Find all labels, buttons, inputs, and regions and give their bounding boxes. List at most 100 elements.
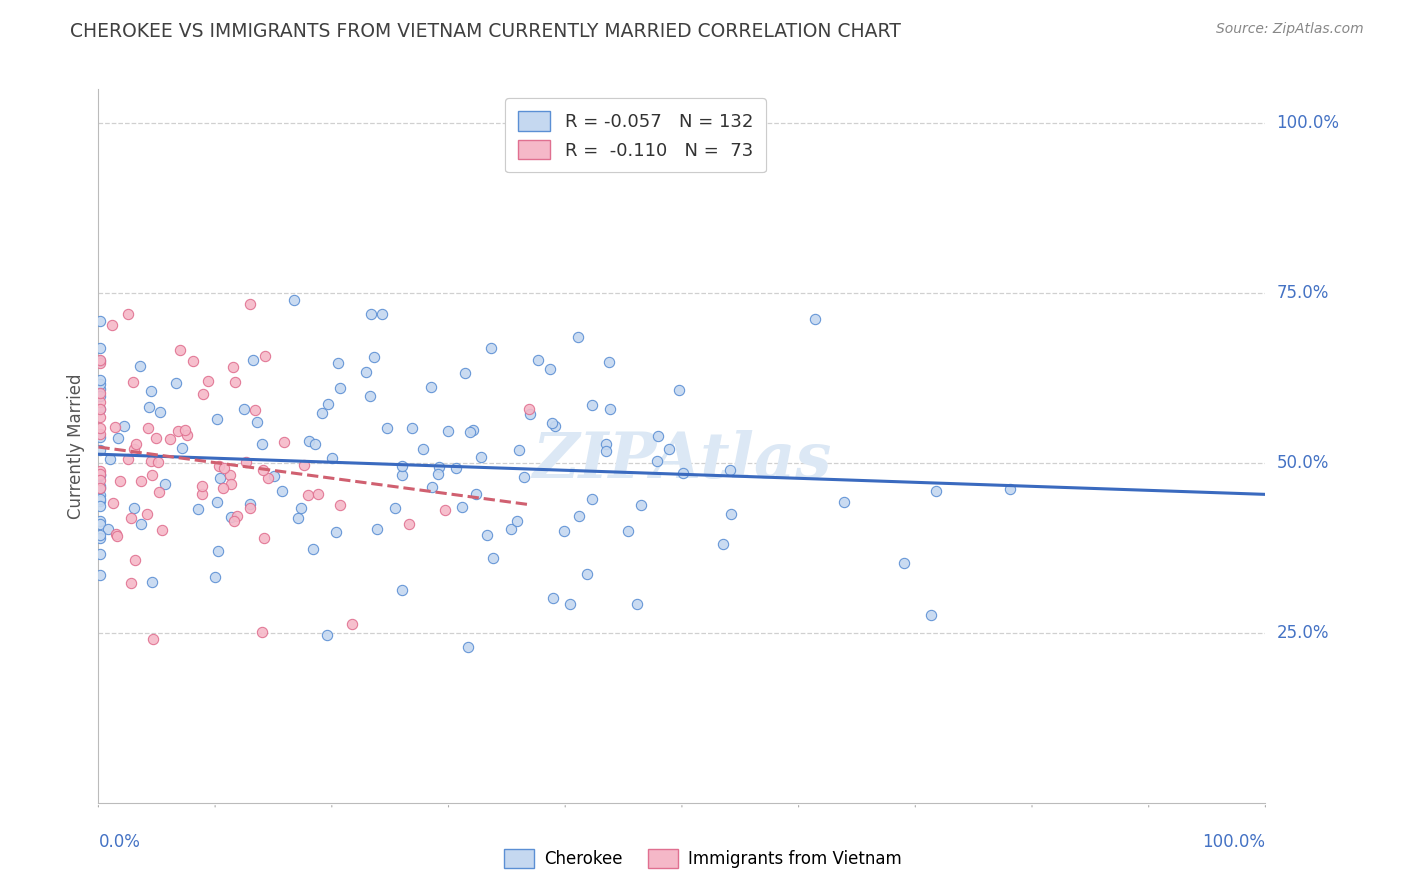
- Point: [181, 354, 204, 368]
- Point: [366, 522, 388, 536]
- Text: CHEROKEE VS IMMIGRANTS FROM VIETNAM CURRENTLY MARRIED CORRELATION CHART: CHEROKEE VS IMMIGRANTS FROM VIETNAM CURR…: [70, 22, 901, 41]
- Point: [273, 435, 295, 450]
- Point: [302, 541, 325, 556]
- Point: [246, 415, 269, 429]
- Point: [711, 537, 734, 551]
- Point: [219, 510, 242, 524]
- Point: [89, 341, 111, 355]
- Point: [122, 375, 145, 389]
- Point: [89, 481, 111, 495]
- Point: [176, 428, 198, 442]
- Point: [427, 467, 450, 481]
- Point: [384, 500, 406, 515]
- Point: [398, 517, 420, 532]
- Point: [832, 495, 855, 509]
- Point: [207, 495, 229, 509]
- Point: [599, 402, 621, 417]
- Point: [129, 475, 152, 489]
- Point: [359, 389, 381, 403]
- Point: [252, 463, 274, 477]
- Point: [292, 458, 315, 472]
- Point: [89, 353, 111, 368]
- Point: [252, 625, 274, 640]
- Point: [243, 402, 266, 417]
- Point: [263, 469, 285, 483]
- Point: [104, 420, 127, 434]
- Point: [211, 481, 233, 495]
- Point: [89, 402, 111, 417]
- Text: 25.0%: 25.0%: [1277, 624, 1329, 642]
- Point: [470, 450, 492, 464]
- Point: [630, 498, 652, 512]
- Point: [598, 355, 620, 369]
- Point: [89, 314, 111, 328]
- Point: [89, 410, 111, 425]
- Point: [129, 359, 152, 373]
- Point: [89, 442, 111, 457]
- Point: [149, 405, 172, 419]
- Point: [658, 442, 681, 456]
- Point: [101, 496, 124, 510]
- Point: [142, 632, 165, 647]
- Text: Source: ZipAtlas.com: Source: ZipAtlas.com: [1216, 22, 1364, 37]
- Point: [197, 375, 219, 389]
- Point: [391, 458, 413, 473]
- Point: [125, 436, 148, 450]
- Point: [207, 544, 229, 558]
- Point: [329, 381, 352, 395]
- Point: [89, 373, 111, 387]
- Point: [499, 522, 522, 536]
- Point: [541, 591, 564, 605]
- Point: [89, 488, 111, 502]
- Point: [290, 500, 312, 515]
- Point: [159, 432, 181, 446]
- Point: [89, 389, 111, 403]
- Point: [998, 483, 1021, 497]
- Point: [89, 385, 111, 400]
- Point: [401, 420, 423, 434]
- Point: [226, 509, 249, 524]
- Text: 100.0%: 100.0%: [1202, 833, 1265, 851]
- Point: [257, 471, 280, 485]
- Point: [97, 523, 120, 537]
- Point: [89, 491, 111, 506]
- Point: [271, 484, 294, 499]
- Point: [544, 419, 567, 434]
- Point: [141, 575, 163, 590]
- Point: [108, 475, 131, 489]
- Point: [148, 485, 170, 500]
- Point: [434, 503, 457, 517]
- Point: [120, 511, 142, 525]
- Point: [475, 528, 498, 542]
- Point: [325, 525, 347, 540]
- Point: [150, 523, 173, 537]
- Point: [420, 380, 443, 394]
- Point: [371, 307, 394, 321]
- Point: [668, 384, 690, 398]
- Point: [283, 293, 305, 308]
- Point: [89, 494, 111, 508]
- Point: [187, 501, 209, 516]
- Point: [558, 598, 581, 612]
- Point: [89, 467, 111, 482]
- Point: [138, 401, 160, 415]
- Point: [720, 507, 742, 521]
- Point: [254, 350, 277, 364]
- Point: [172, 442, 194, 456]
- Point: [89, 401, 111, 416]
- Point: [89, 421, 111, 435]
- Point: [239, 497, 262, 511]
- Point: [920, 608, 942, 623]
- Point: [527, 353, 550, 368]
- Point: [212, 460, 235, 475]
- Point: [89, 427, 111, 442]
- Point: [508, 443, 530, 458]
- Point: [89, 547, 111, 561]
- Point: [239, 501, 262, 516]
- Point: [519, 407, 541, 421]
- Point: [219, 468, 242, 483]
- Point: [122, 442, 145, 456]
- Point: [647, 428, 669, 442]
- Point: [89, 467, 111, 482]
- Point: [925, 484, 948, 499]
